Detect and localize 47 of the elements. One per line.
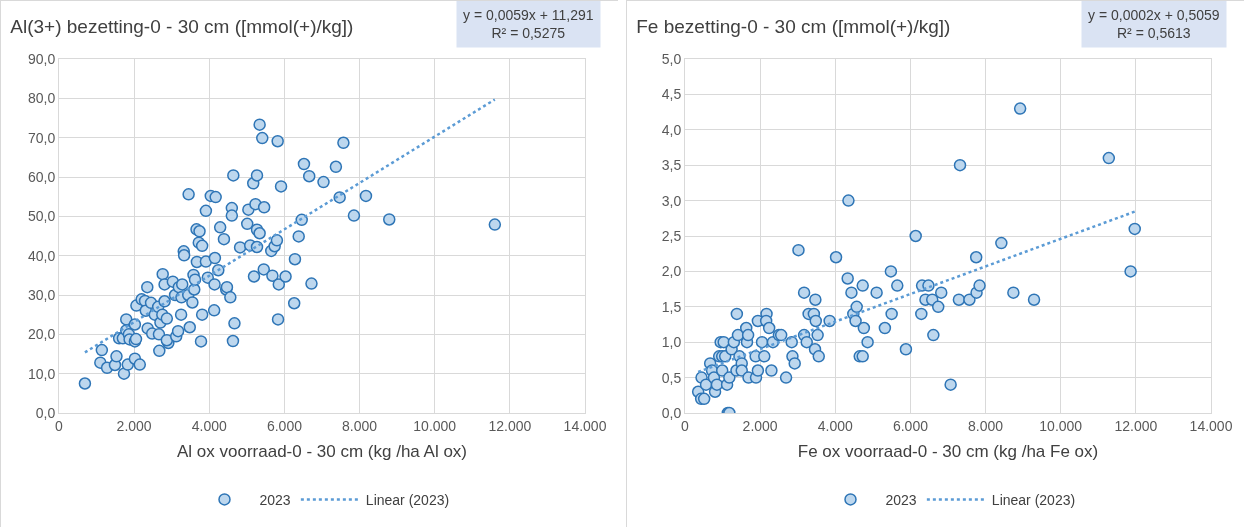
x-axis-title: Fe ox voorraad-0 - 30 cm (kg /ha Fe ox) [797, 442, 1099, 462]
y-tick-label: 90,0 [27, 50, 56, 67]
y-tick-label: 4,5 [661, 86, 682, 103]
x-tick-label: 12.000 [488, 417, 532, 434]
y-tick-label: 4,0 [661, 121, 682, 138]
legend-label: 2023 [885, 491, 917, 508]
x-tick-label: 14.000 [563, 417, 607, 434]
y-tick-label: 30,0 [27, 286, 56, 303]
x-tick-label: 0 [55, 417, 64, 434]
y-tick-label: 50,0 [27, 208, 56, 225]
y-tick-label: 5,0 [661, 50, 682, 67]
legend-label: Linear (2023) [365, 491, 450, 508]
y-tick-label: 2,5 [661, 227, 682, 244]
y-tick-label: 10,0 [27, 365, 56, 382]
x-tick-label: 6.000 [892, 417, 929, 434]
y-tick-label: 60,0 [27, 168, 56, 185]
x-tick-label: 10.000 [413, 417, 457, 434]
y-tick-label: 70,0 [27, 129, 56, 146]
y-tick-label: 40,0 [27, 247, 56, 264]
x-tick-label: 12.000 [1114, 417, 1158, 434]
y-tick-label: 0,0 [661, 404, 682, 421]
x-tick-label: 0 [681, 417, 690, 434]
y-tick-label: 2,0 [661, 263, 682, 280]
text: y = 0,0059x + 11,291 R² = 0,5275 [463, 7, 594, 42]
x-tick-label: 2.000 [116, 417, 152, 434]
chart-title: Fe bezetting-0 - 30 cm ([mmol(+)/kg]) [636, 15, 951, 37]
x-tick-label: 2.000 [742, 417, 778, 434]
x-tick-label: 14.000 [1189, 417, 1233, 434]
chart-title: Al(3+) bezetting-0 - 30 cm ([mmol(+)/kg]) [10, 15, 354, 37]
x-tick-label: 4.000 [817, 417, 854, 434]
y-tick-label: 1,0 [661, 334, 682, 351]
legend-label: 2023 [259, 491, 291, 508]
x-tick-label: 10.000 [1039, 417, 1083, 434]
legend-label: Linear (2023) [991, 491, 1076, 508]
y-tick-label: 3,0 [661, 192, 682, 209]
y-tick-label: 1,5 [661, 298, 682, 315]
y-tick-label: 0,0 [35, 404, 56, 421]
text: y = 0,0002x + 0,5059 R² = 0,5613 [1088, 7, 1220, 42]
y-tick-label: 20,0 [27, 326, 56, 343]
x-tick-label: 4.000 [191, 417, 228, 434]
y-tick-label: 3,5 [661, 157, 682, 174]
x-tick-label: 8.000 [342, 417, 378, 434]
x-tick-label: 8.000 [968, 417, 1004, 434]
y-tick-label: 80,0 [27, 90, 56, 107]
x-axis-title: Al ox voorraad-0 - 30 cm (kg /ha Al ox) [176, 442, 468, 462]
y-tick-label: 0,5 [661, 369, 682, 386]
x-tick-label: 6.000 [266, 417, 303, 434]
